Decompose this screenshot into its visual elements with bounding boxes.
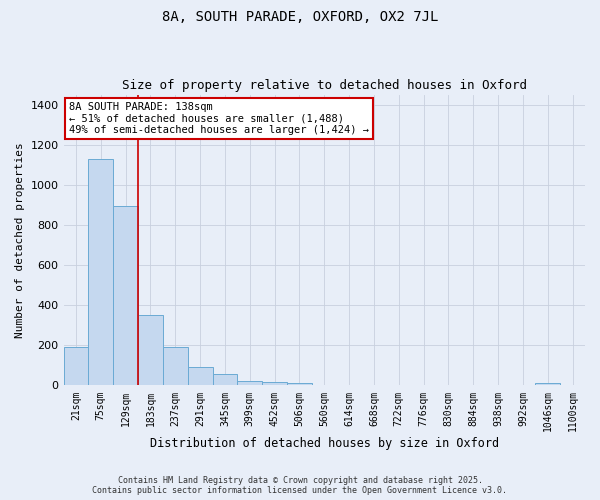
Bar <box>238 381 262 386</box>
X-axis label: Distribution of detached houses by size in Oxford: Distribution of detached houses by size … <box>150 437 499 450</box>
Text: 8A, SOUTH PARADE, OXFORD, OX2 7JL: 8A, SOUTH PARADE, OXFORD, OX2 7JL <box>162 10 438 24</box>
Bar <box>287 384 312 386</box>
Title: Size of property relative to detached houses in Oxford: Size of property relative to detached ho… <box>122 79 527 92</box>
Text: 8A SOUTH PARADE: 138sqm
← 51% of detached houses are smaller (1,488)
49% of semi: 8A SOUTH PARADE: 138sqm ← 51% of detache… <box>69 102 369 135</box>
Bar <box>64 348 88 386</box>
Bar <box>163 346 188 386</box>
Bar <box>138 315 163 386</box>
Bar <box>113 206 138 386</box>
Bar <box>262 382 287 386</box>
Y-axis label: Number of detached properties: Number of detached properties <box>15 142 25 338</box>
Bar <box>535 383 560 386</box>
Bar <box>188 368 212 386</box>
Bar <box>212 374 238 386</box>
Text: Contains HM Land Registry data © Crown copyright and database right 2025.
Contai: Contains HM Land Registry data © Crown c… <box>92 476 508 495</box>
Bar <box>88 159 113 386</box>
